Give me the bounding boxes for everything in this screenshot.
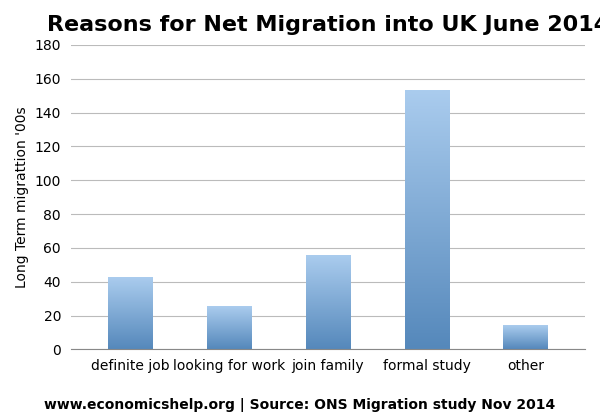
Y-axis label: Long Term migrattion '00s: Long Term migrattion '00s — [15, 107, 29, 288]
Title: Reasons for Net Migration into UK June 2014: Reasons for Net Migration into UK June 2… — [47, 15, 600, 35]
Text: www.economicshelp.org | Source: ONS Migration study Nov 2014: www.economicshelp.org | Source: ONS Migr… — [44, 398, 556, 412]
